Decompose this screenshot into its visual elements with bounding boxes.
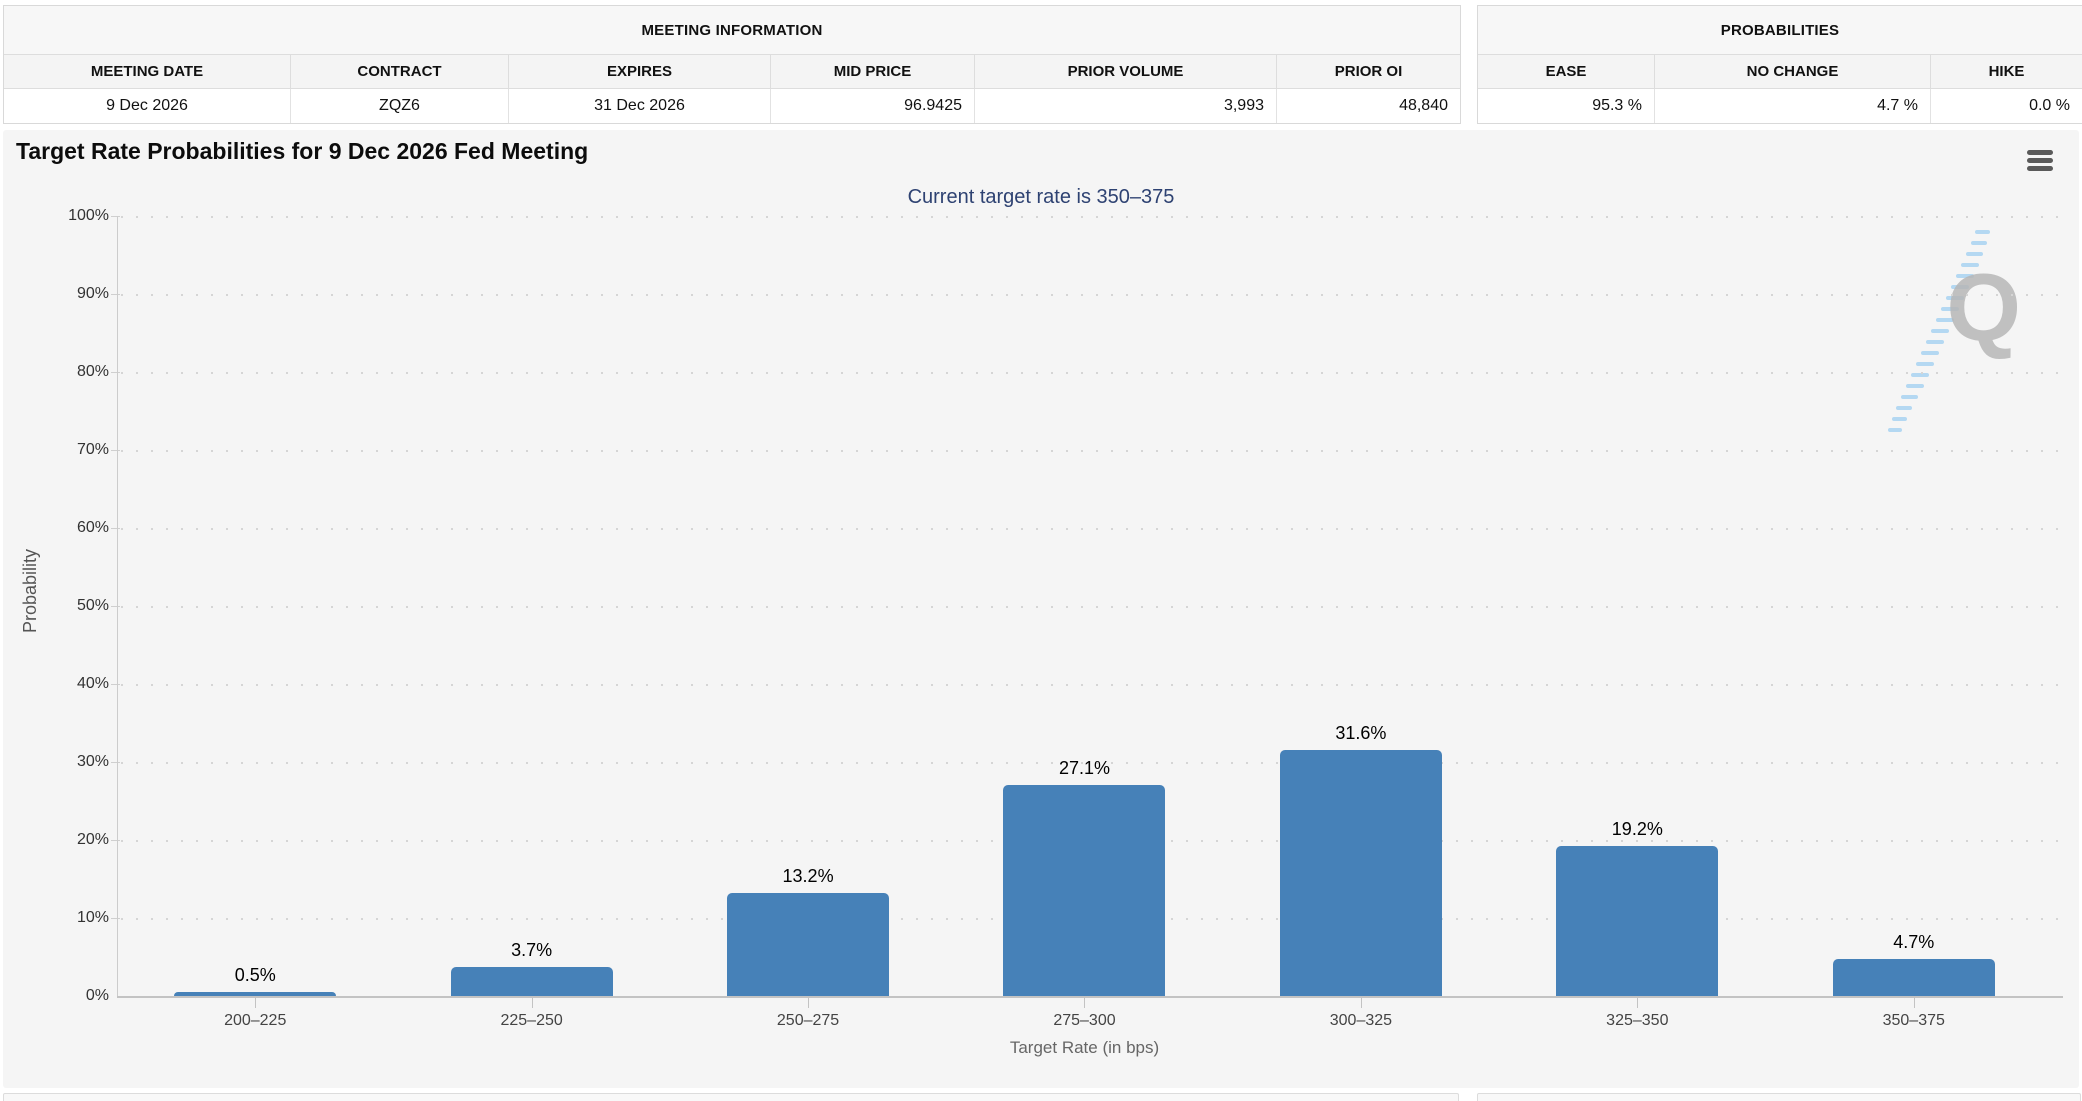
meeting-date-value: 9 Dec 2026 — [4, 89, 291, 123]
contract-value: ZQZ6 — [291, 89, 509, 123]
chart-menu-button[interactable] — [2027, 150, 2053, 174]
hike-value: 0.0 % — [2029, 97, 2070, 114]
x-tick-label: 200–225 — [117, 998, 393, 1030]
target-rate-chart-panel: Target Rate Probabilities for 9 Dec 2026… — [3, 130, 2079, 1088]
y-tick-label: 10% — [76, 909, 109, 926]
bar-200-225[interactable] — [174, 992, 337, 996]
x-tick-label: 225–250 — [393, 998, 669, 1030]
y-tick-label: 60% — [76, 519, 109, 536]
gridline — [111, 606, 2059, 608]
y-tick-label: 80% — [76, 363, 109, 380]
probabilities-title: PROBABILITIES — [1478, 6, 2082, 54]
bar-325-350[interactable] — [1556, 846, 1719, 996]
bar-300-325[interactable] — [1279, 749, 1442, 996]
bar-value-label: 31.6% — [1335, 722, 1387, 743]
bar-value-label: 19.2% — [1611, 819, 1663, 840]
expires-header: EXPIRES — [509, 55, 771, 88]
bar-cell-300-325: 31.6% — [1223, 723, 1499, 996]
gridline — [111, 216, 2059, 218]
gridline — [111, 528, 2059, 530]
y-tick-label: 30% — [76, 753, 109, 770]
next-table-top-edge — [1477, 1093, 2081, 1101]
y-tick-label: 40% — [76, 675, 109, 692]
x-tick-label: 300–325 — [1223, 998, 1499, 1030]
y-tick-label: 0% — [85, 987, 109, 1004]
bar-value-label: 13.2% — [782, 866, 834, 887]
bar-cell-350-375: 4.7% — [1776, 932, 2052, 996]
y-tick-label: 90% — [76, 285, 109, 302]
x-tick-label: 350–375 — [1776, 998, 2052, 1030]
gridline — [111, 450, 2059, 452]
mid-price-value: 96.9425 — [771, 89, 975, 123]
x-tick-label: 250–275 — [670, 998, 946, 1030]
meeting-date-header: MEETING DATE — [4, 55, 291, 88]
ease-header: EASE — [1478, 55, 1655, 88]
bar-350-375[interactable] — [1832, 959, 1995, 996]
meeting-information-title: MEETING INFORMATION — [4, 6, 1460, 54]
prior-volume-value: 3,993 — [975, 89, 1277, 123]
chart-subtitle: Current target rate is 350–375 — [907, 186, 1175, 208]
bar-cell-325-350: 19.2% — [1499, 819, 1775, 996]
x-tick-label: 325–350 — [1499, 998, 1775, 1030]
meeting-information-table: MEETING INFORMATION MEETING DATE CONTRAC… — [3, 5, 1461, 124]
ease-value: 95.3 % — [1478, 89, 1655, 123]
chart-title: Target Rate Probabilities for 9 Dec 2026… — [16, 138, 589, 164]
x-tick-label: 275–300 — [946, 998, 1222, 1030]
y-axis-line — [117, 216, 118, 996]
x-axis-title: Target Rate (in bps) — [1009, 1038, 1160, 1057]
y-tick-label: 50% — [76, 597, 109, 614]
x-axis-line — [117, 996, 2063, 998]
bar-value-label: 27.1% — [1058, 757, 1110, 778]
bar-275-300[interactable] — [1003, 784, 1166, 996]
bar-cell-275-300: 27.1% — [946, 758, 1222, 996]
bar-225-250[interactable] — [450, 967, 613, 996]
gridline — [111, 372, 2059, 374]
bar-cell-225-250: 3.7% — [393, 940, 669, 996]
next-table-top-edge — [3, 1093, 1459, 1101]
bar-value-label: 3.7% — [511, 940, 553, 961]
bar-cell-200-225: 0.5% — [117, 965, 393, 996]
hike-header: HIKE — [1988, 63, 2025, 80]
bar-250-275[interactable] — [727, 893, 890, 996]
y-tick-label: 20% — [76, 831, 109, 848]
prior-volume-header: PRIOR VOLUME — [975, 55, 1277, 88]
bar-cell-250-275: 13.2% — [670, 866, 946, 996]
plot-area: 0.5% 3.7% 13.2% 27.1% 31.6% 19.2% 4.7% — [117, 216, 2052, 996]
prior-oi-value: 48,840 — [1399, 97, 1448, 114]
no-change-value: 4.7 % — [1655, 89, 1931, 123]
gridline — [111, 762, 2059, 764]
bar-value-label: 0.5% — [234, 965, 276, 986]
expires-value: 31 Dec 2026 — [509, 89, 771, 123]
bar-value-label: 4.7% — [1893, 932, 1935, 953]
probabilities-table: PROBABILITIES EASE NO CHANGE HIKE 95.3 %… — [1477, 5, 2082, 124]
no-change-header: NO CHANGE — [1655, 55, 1931, 88]
y-axis-title: Probability — [20, 548, 40, 634]
prior-oi-header: PRIOR OI — [1334, 63, 1403, 80]
gridline — [111, 294, 2059, 296]
hamburger-icon — [2027, 150, 2053, 155]
mid-price-header: MID PRICE — [771, 55, 975, 88]
y-tick-label: 70% — [76, 441, 109, 458]
contract-header: CONTRACT — [291, 55, 509, 88]
gridline — [111, 684, 2059, 686]
y-tick-label: 100% — [68, 207, 109, 224]
